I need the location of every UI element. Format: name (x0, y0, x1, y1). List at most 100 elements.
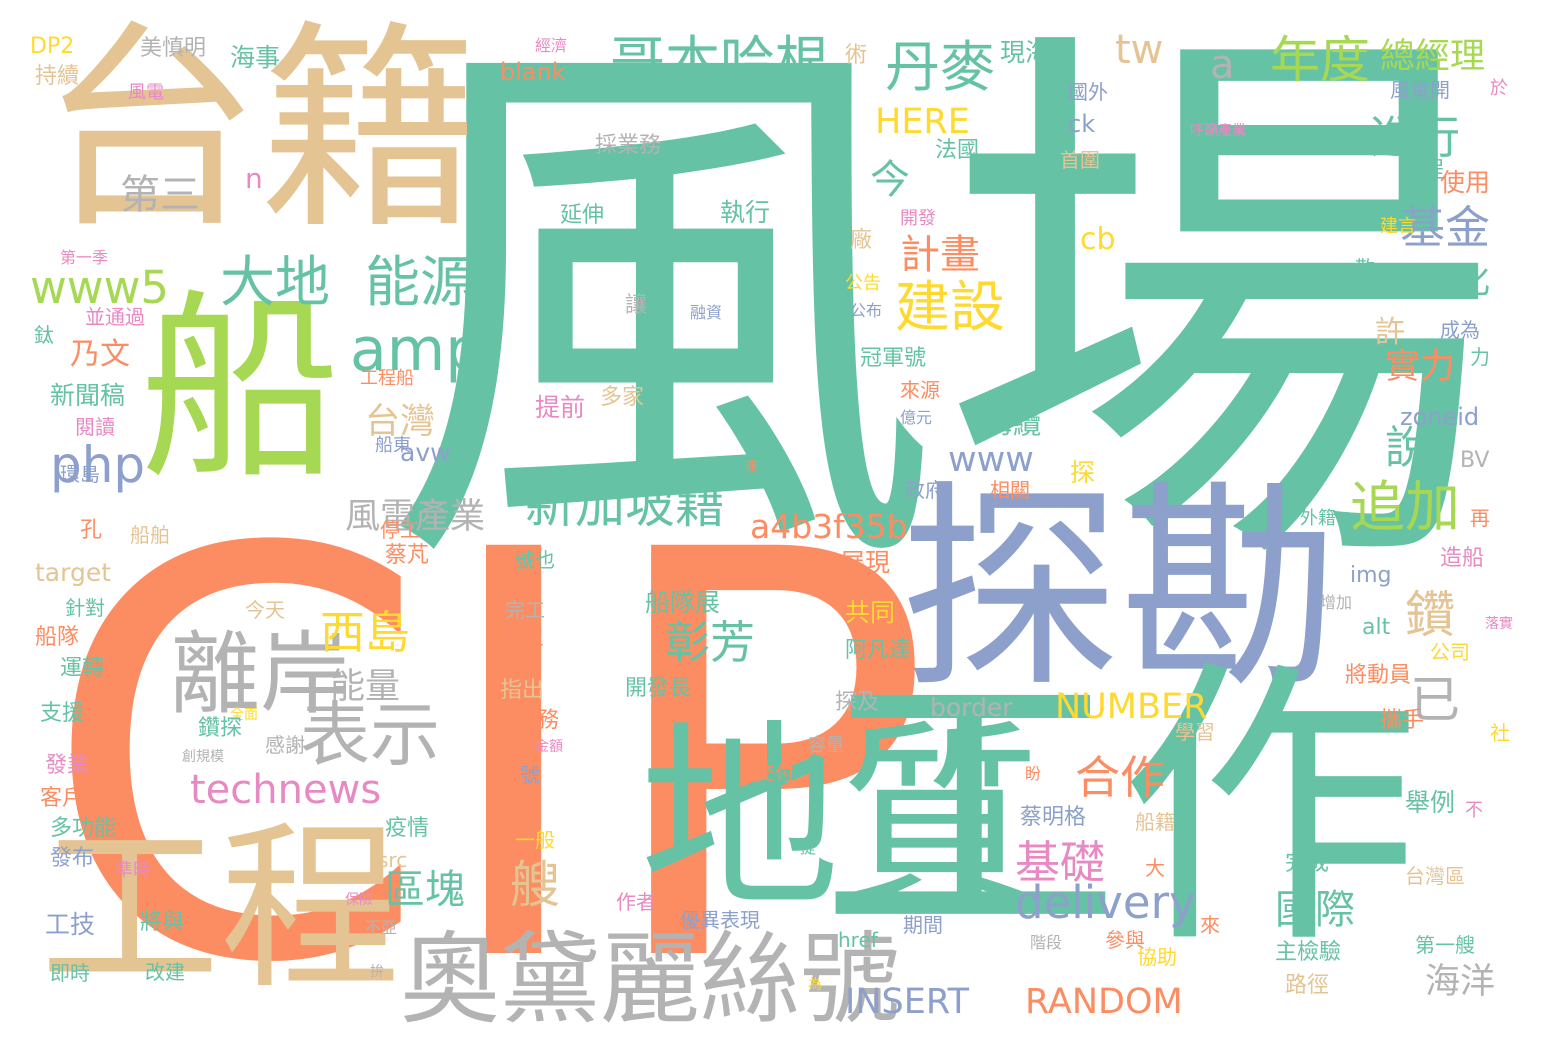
word-cjk-98: 多家 (600, 385, 645, 410)
word-cjk-82: 第一季 (60, 248, 109, 267)
word-here-52: HERE (875, 102, 970, 142)
word-cjk-134: 將動員 (1345, 663, 1412, 688)
word-cjk-165: 大 (1145, 856, 1165, 880)
word-cjk-72: 於 (1490, 78, 1508, 99)
word-cjk-87: 讓 (625, 293, 648, 318)
word-cjk-184: 主檢驗 (1275, 940, 1342, 965)
word-cjk-31: 鑽 (1405, 586, 1455, 644)
word-cjk-2: 台籍 (40, 2, 481, 258)
word-cjk-45: 風電產業 (345, 497, 486, 537)
word-cjk-114: 號也 (515, 548, 555, 572)
word-cjk-10: 表示 (300, 694, 440, 776)
word-cjk-144: 感謝 (265, 733, 305, 757)
word-random-42: RANDOM (1025, 982, 1183, 1022)
word-cjk-103: 船東 (375, 435, 411, 456)
word-blank-56: blank (500, 58, 566, 86)
word-cjk-101: 億元 (900, 408, 933, 427)
word-cjk-47: 台灣 (365, 402, 436, 442)
word-border-137: border (930, 693, 1013, 722)
word-cjk-180: 改建 (145, 960, 185, 984)
word-cjk-122: 完工 (505, 598, 545, 622)
word-cjk-76: 首圍 (1060, 148, 1100, 172)
word-cjk-89: 並通過 (85, 305, 145, 329)
word-cjk-130: 阿凡達 (845, 638, 912, 663)
word-cjk-179: 即時 (50, 961, 90, 985)
word-cjk-148: 發業 (45, 753, 90, 778)
word-insert-41: INSERT (845, 982, 969, 1022)
word-cjk-156: 疫情 (385, 816, 430, 841)
word-cjk-107: 環島 (60, 462, 100, 486)
word-cjk-34: 合作 (1075, 751, 1166, 804)
word-cjk-39: 國際 (1275, 887, 1355, 933)
word-cjk-4: 探勘 (900, 462, 1341, 718)
word-cjk-19: 能源 (365, 250, 476, 314)
word-cjk-155: 多功能 (50, 816, 117, 841)
word-cjk-23: 計畫 (900, 232, 980, 278)
word-cjk-164: 提 (800, 838, 817, 857)
word-cjk-48: 能量 (330, 667, 401, 707)
word-img-120: img (1350, 563, 1392, 588)
word-cjk-117: 展現 (840, 548, 891, 577)
word-cjk-70: 國外 (1068, 80, 1108, 104)
word-cjk-26: 新加坡籍 (525, 476, 725, 534)
word-cjk-88: 融資 (690, 303, 723, 322)
word-a-51: a (1210, 42, 1235, 88)
word-cjk-49: 第三 (120, 172, 200, 218)
word-cjk-183: 協助 (1137, 945, 1177, 969)
word-cjk-12: 丹麥 (885, 35, 996, 99)
word-cjk-113: 停工 (380, 518, 420, 542)
word-cjk-69: 術 (845, 43, 868, 68)
word-cjk-181: 拚 (370, 964, 384, 980)
word-cjk-83: 廠 (850, 228, 873, 253)
word-cjk-161: 發布 (50, 846, 95, 871)
word-target-118: target (35, 558, 112, 587)
word-cjk-141: 攜手 (1380, 708, 1425, 733)
word-cjk-7: 工程 (40, 805, 401, 1014)
word-cjk-35: 基礎 (1015, 836, 1106, 889)
word-cjk-32: 已 (1410, 671, 1460, 729)
word-cjk-24: 今 (870, 157, 910, 203)
word-cjk-133: 開發長 (625, 676, 692, 701)
word-cjk-95: 新聞稿 (50, 381, 126, 410)
word-cjk-85: 公告 (845, 273, 881, 294)
word-cjk-0: 風場 (380, 0, 1500, 636)
word-cjk-187: 達 (745, 459, 758, 473)
word-cjk-139: 任務 (515, 708, 560, 733)
word-dp2-64: DP2 (30, 34, 75, 59)
word-cjk-123: 船隊展 (645, 588, 721, 617)
word-cjk-150: 交付 (755, 761, 795, 785)
word-ck-55: ck (1068, 110, 1096, 138)
word-cjk-112: 船舶 (130, 523, 170, 547)
word-cjk-100: 海纜 (985, 407, 1042, 440)
word-cjk-93: 力 (1470, 345, 1490, 369)
word-cjk-104: 政府 (905, 478, 945, 502)
word-cjk-3: 船 (140, 273, 341, 506)
word-cjk-40: 海洋 (1425, 962, 1496, 1002)
word-cjk-149: 金額 (535, 739, 563, 755)
word-avw-102: avw (400, 438, 451, 467)
word-cjk-71: 風電開 (1390, 78, 1450, 102)
word-cjk-29: 西島 (320, 606, 411, 659)
word-delivery-37: delivery (1015, 876, 1196, 929)
word-cjk-138: 支援 (40, 701, 85, 726)
word-cjk-108: 相關 (990, 478, 1030, 502)
word-tw-50: tw (1115, 27, 1164, 73)
word-cjk-170: 優異表現 (680, 908, 760, 932)
word-cjk-17: 國產化 (1385, 262, 1491, 302)
word-amp-21: amp (350, 315, 484, 385)
word-cjk-157: 一般 (515, 828, 555, 852)
word-cjk-158: 蔡明格 (1020, 805, 1087, 830)
word-cjk-30: 彰芳 (665, 616, 756, 669)
word-cjk-110: 再 (1470, 506, 1490, 530)
word-cjk-6: 地質 (640, 703, 1041, 936)
word-cjk-58: 許 (1375, 315, 1405, 350)
word-cjk-62: 海事 (230, 43, 281, 72)
word-number-43: NUMBER (1055, 687, 1208, 727)
word-cjk-140: 學習 (1175, 720, 1215, 744)
word-cjk-27: 追加 (1350, 475, 1461, 539)
word-www-46: www (948, 440, 1034, 480)
word-cjk-105: 探 (1070, 458, 1096, 487)
word-cjk-81: 建言 (1380, 216, 1416, 237)
word-cjk-38: 區塊 (385, 867, 465, 913)
word-cjk-18: 大地 (220, 250, 331, 314)
